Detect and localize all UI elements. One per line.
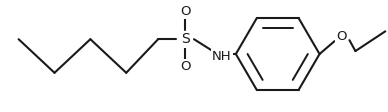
Text: O: O	[180, 60, 190, 73]
Text: NH: NH	[212, 51, 232, 64]
Text: O: O	[336, 30, 347, 43]
Text: O: O	[180, 5, 190, 18]
Text: S: S	[181, 32, 189, 46]
